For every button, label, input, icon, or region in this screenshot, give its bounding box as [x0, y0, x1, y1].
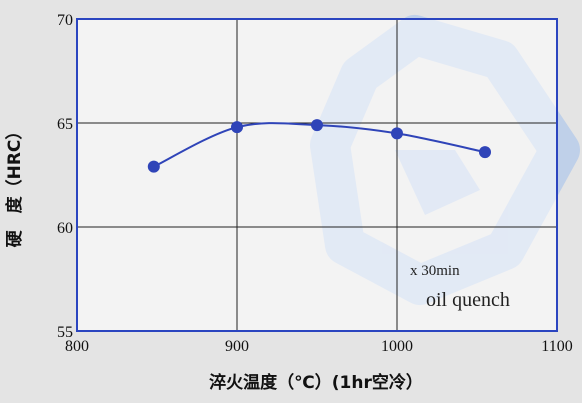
x-axis-label: 淬火温度（℃）(1hr空冷）	[209, 372, 423, 393]
x-tick-label: 1100	[541, 338, 572, 355]
data-point	[311, 119, 323, 132]
axis-ticks: 800 900 1000 1100 55 60 65 70	[57, 12, 573, 355]
y-axis-label: 硬 度（HRC）	[4, 123, 25, 248]
x-tick-label: 800	[65, 338, 89, 355]
data-point	[479, 146, 491, 159]
y-tick-label: 60	[57, 220, 73, 237]
x-tick-label: 1000	[381, 338, 413, 355]
y-tick-label: 70	[57, 12, 73, 29]
x-tick-label: 900	[225, 338, 249, 355]
annotation-quench: oil quench	[426, 289, 510, 311]
annotation-time: x 30min	[410, 263, 460, 279]
data-point	[147, 160, 160, 173]
series-layer	[147, 119, 491, 173]
y-tick-label: 65	[57, 116, 73, 133]
data-point	[391, 127, 403, 140]
plot-frame	[76, 18, 558, 332]
data-point	[231, 121, 243, 134]
plot-area	[77, 19, 557, 331]
y-tick-label: 55	[57, 324, 73, 341]
